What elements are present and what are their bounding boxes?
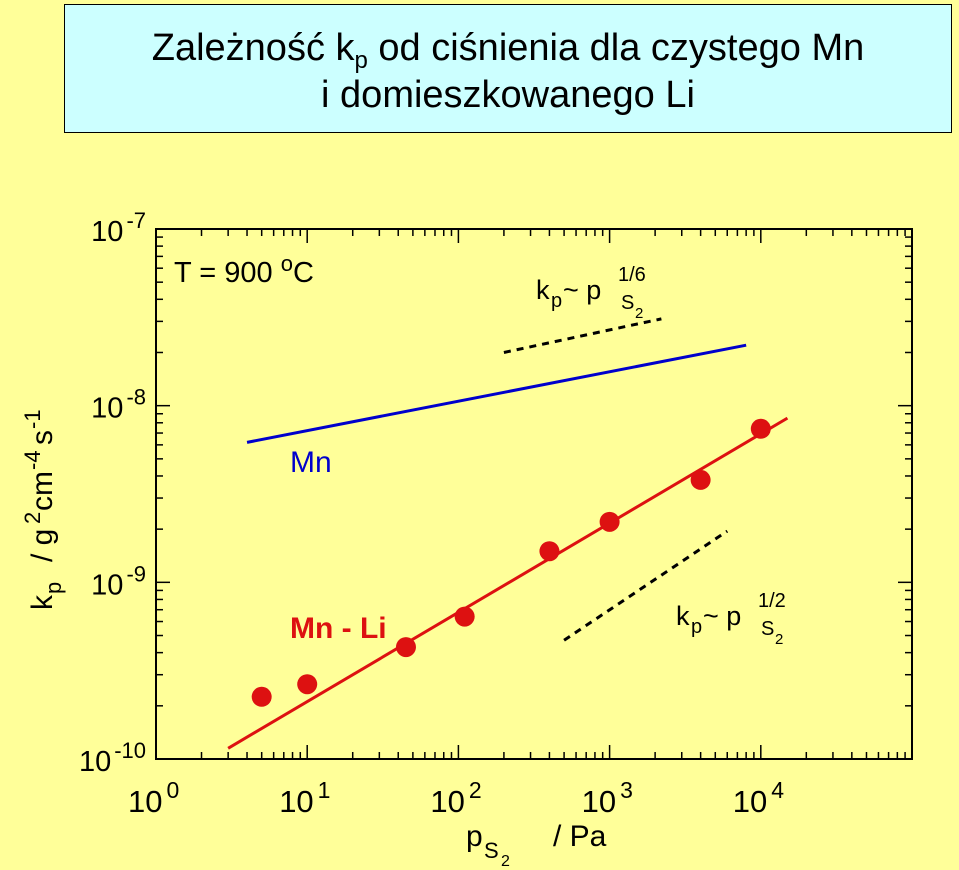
x-tick-base: 10 — [582, 784, 616, 819]
title-text-1: Zależność k — [151, 27, 355, 69]
temperature-unit: C — [293, 257, 314, 289]
y-tick-exp: -7 — [126, 208, 146, 233]
y-tick-base: 10 — [91, 393, 123, 425]
x-tick-exp: 0 — [166, 777, 179, 803]
title-line-1: Zależność kp od ciśnienia dla czystego M… — [65, 25, 951, 74]
x-axis-label-unit: / Pa — [553, 820, 607, 853]
slope-1-2-subsub: 2 — [775, 631, 783, 648]
chart-series — [227, 317, 789, 750]
plot-frame — [155, 228, 913, 760]
y-tick-label: 10 -10 — [79, 738, 146, 778]
slope-guide-slope-1-2 — [563, 529, 729, 642]
slope-1-6-ksub: p — [551, 290, 562, 312]
y-tick-exp: -10 — [114, 738, 146, 763]
x-tick-label: 10 0 — [128, 777, 179, 819]
slope-1-6-k: k — [536, 275, 550, 305]
x-tick-base: 10 — [733, 784, 767, 819]
y-tick-label: 10 -9 — [91, 561, 146, 601]
data-point-mn-li — [297, 674, 318, 695]
y-tick-exp: -9 — [126, 561, 146, 586]
slope-1-6-exp: 1/6 — [618, 264, 646, 286]
x-tick-label: 10 4 — [733, 777, 784, 819]
data-point-mn-li — [750, 418, 771, 439]
y-axis-label: k p / g 2 cm -4 s -1 — [20, 409, 66, 610]
data-point-mn-li — [454, 606, 475, 627]
slope-1-6-subsub: 2 — [635, 305, 643, 322]
title-line-2: i domieszkowanego Li — [321, 74, 695, 116]
series-label-mn: Mn — [290, 446, 332, 479]
data-point-mn-li — [599, 511, 620, 532]
data-point-mn-li — [539, 541, 560, 562]
y-axis-label-ksub: p — [41, 582, 66, 594]
slope-guide-slope-1-6 — [503, 317, 662, 354]
slope-1-2-tilde: ~ p — [703, 601, 741, 631]
x-tick-labels: 10 0 10 1 10 2 10 3 10 4 — [128, 777, 784, 819]
slope-1-2-sub: S — [761, 618, 774, 640]
x-tick-exp: 3 — [620, 777, 633, 803]
chart-title: Zależność kp od ciśnienia dla czystego M… — [64, 4, 952, 133]
y-axis-label-s: s — [26, 430, 59, 445]
y-axis-label-g: / g — [26, 529, 59, 562]
y-tick-labels: 10-710-810-910-10 — [79, 208, 146, 778]
x-axis-label-subsub: 2 — [501, 853, 510, 870]
title-text-2: od ciśnienia dla czystego Mn — [367, 27, 865, 69]
x-tick-exp: 2 — [469, 777, 482, 803]
x-tick-base: 10 — [430, 784, 464, 819]
y-tick-label: 10 -8 — [91, 385, 146, 425]
slope-1-2-exp: 1/2 — [758, 590, 786, 612]
x-tick-label: 10 2 — [430, 777, 481, 819]
axis-ticks — [155, 229, 912, 760]
x-tick-label: 10 1 — [279, 777, 330, 819]
data-point-mn-li — [395, 637, 416, 658]
y-axis-label-cmexp: -4 — [20, 450, 45, 470]
temperature-text: T = 900 — [174, 257, 281, 289]
slope-label-1-6: k p ~ p 1/6 S 2 — [536, 264, 646, 322]
data-point-mn-li — [251, 686, 272, 707]
y-axis-label-k: k — [26, 594, 59, 610]
slope-1-2-ksub: p — [691, 616, 702, 638]
y-axis-label-gexp: 2 — [20, 512, 45, 524]
degree-sup: o — [281, 251, 293, 276]
temperature-annotation: T = 900 oC — [174, 251, 314, 289]
x-tick-base: 10 — [128, 784, 162, 819]
x-axis-label-p: p — [466, 820, 483, 853]
slope-1-6-sub: S — [621, 292, 634, 314]
slope-1-6-tilde: ~ p — [563, 275, 601, 305]
series-line-mn — [246, 343, 747, 444]
x-axis-label-sub: S — [484, 838, 499, 863]
x-tick-label: 10 3 — [582, 777, 633, 819]
y-tick-exp: -8 — [126, 385, 146, 410]
slope-label-1-2: k p ~ p 1/2 S 2 — [676, 590, 786, 648]
y-tick-label: 10 -7 — [91, 208, 146, 248]
data-point-mn-li — [690, 469, 711, 490]
x-tick-exp: 1 — [318, 777, 331, 803]
y-axis-label-cm: cm — [26, 471, 59, 511]
x-tick-base: 10 — [279, 784, 313, 819]
y-tick-base: 10 — [79, 746, 111, 778]
series-label-mn-li: Mn - Li — [290, 612, 387, 645]
y-axis-label-sexp: -1 — [20, 409, 45, 429]
title-subscript: p — [354, 47, 368, 74]
y-tick-base: 10 — [91, 569, 123, 601]
x-tick-exp: 4 — [771, 777, 784, 803]
y-tick-base: 10 — [91, 216, 123, 248]
x-axis-label: p S 2 / Pa — [466, 820, 607, 870]
slope-1-2-k: k — [676, 601, 690, 631]
